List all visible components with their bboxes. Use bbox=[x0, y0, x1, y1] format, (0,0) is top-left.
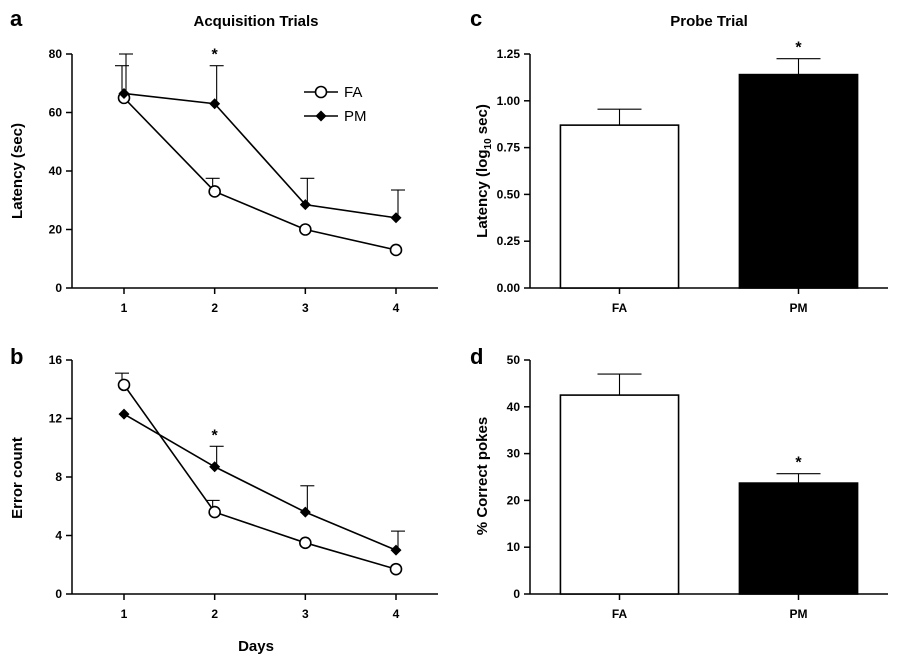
panel-b-series-line-pm bbox=[123, 413, 397, 551]
panel-a-point-fa bbox=[389, 243, 403, 257]
panel-a-title: Acquisition Trials bbox=[193, 13, 318, 30]
panel-a-series-line-pm bbox=[123, 92, 397, 219]
panel-b-point-pm bbox=[118, 408, 130, 420]
panel-a-point-fa bbox=[208, 185, 221, 198]
panel-b-significance-marker: * bbox=[212, 427, 219, 444]
panel-c-probe-latency: c Probe Trial Latency (log10 sec) 0.000.… bbox=[470, 6, 888, 315]
panel-letter-b: b bbox=[10, 344, 23, 369]
panel-c-y-tick-label: 0.50 bbox=[497, 187, 521, 201]
panel-c-plot: 0.00 0.25 0.50 0.75 1.00 1.25 FA PM * bbox=[497, 40, 888, 315]
panel-c-y-axis-label: Latency (log10 sec) bbox=[474, 104, 494, 238]
panel-d-y-tick-label: 10 bbox=[507, 540, 521, 554]
panel-c-y-axis-label-end: sec) bbox=[474, 104, 491, 138]
panel-a-latency-acquisition: a Acquisition Trials Latency (sec) 0 20 40… bbox=[9, 6, 438, 315]
panel-c-y-tick-label: 0.00 bbox=[497, 281, 521, 295]
panel-a-point-pm bbox=[118, 87, 130, 99]
panel-c-significance-marker: * bbox=[795, 40, 802, 57]
panel-a-y-axis-label: Latency (sec) bbox=[9, 123, 26, 219]
panel-d-correct-pokes: d % Correct pokes 0 10 20 30 40 50 FA PM * bbox=[470, 344, 888, 621]
panel-c-y-tick-label: 1.25 bbox=[497, 47, 521, 61]
panel-c-y-tick-label: 0.75 bbox=[497, 141, 521, 155]
panel-c-title: Probe Trial bbox=[670, 13, 748, 30]
panel-b-point-fa bbox=[389, 562, 403, 576]
panel-b-x-tick-label: 2 bbox=[211, 607, 218, 621]
panel-d-bar-fa bbox=[559, 394, 680, 595]
panel-d-y-tick-label: 20 bbox=[507, 493, 521, 507]
panel-letter-a: a bbox=[10, 6, 23, 31]
panel-d-y-tick-label: 0 bbox=[513, 587, 520, 601]
panel-a-y-tick-label: 80 bbox=[49, 47, 63, 61]
panel-d-plot: 0 10 20 30 40 50 FA PM * bbox=[507, 353, 888, 621]
panel-b-y-tick-label: 4 bbox=[55, 529, 62, 543]
panel-d-y-tick-label: 40 bbox=[507, 400, 521, 414]
panel-a-y-tick-label: 0 bbox=[55, 281, 62, 295]
panel-c-y-tick-label: 0.25 bbox=[497, 234, 521, 248]
panel-c-x-tick-label: PM bbox=[790, 301, 808, 315]
panel-c-bar-fa bbox=[559, 124, 680, 289]
panel-a-point-fa bbox=[299, 223, 312, 236]
panel-a-point-pm bbox=[299, 199, 311, 211]
panel-a-plot: 0 20 40 60 80 1 2 3 4 * FA PM bbox=[49, 47, 438, 315]
panel-a-y-tick-label: 20 bbox=[49, 223, 63, 237]
panel-c-y-tick-label: 1.00 bbox=[497, 94, 521, 108]
panel-d-y-tick-label: 30 bbox=[507, 447, 521, 461]
panel-a-y-tick-label: 40 bbox=[49, 164, 63, 178]
panel-a-series-line-fa bbox=[123, 97, 397, 251]
legend-marker-pm bbox=[315, 110, 327, 122]
panel-a-x-tick-label: 1 bbox=[121, 301, 128, 315]
panel-d-x-tick-label: FA bbox=[612, 607, 628, 621]
panel-b-y-axis-label: Error count bbox=[9, 437, 26, 519]
panel-b-point-fa bbox=[299, 536, 312, 550]
panel-a-point-pm bbox=[209, 98, 221, 110]
panel-d-y-tick-label: 50 bbox=[507, 353, 521, 367]
panel-letter-c: c bbox=[470, 6, 482, 31]
panel-a-x-tick-label: 4 bbox=[393, 301, 400, 315]
panel-b-point-pm bbox=[299, 506, 311, 518]
panel-b-y-tick-label: 12 bbox=[49, 412, 63, 426]
panel-a-x-tick-label: 2 bbox=[211, 301, 218, 315]
panel-a-y-tick-label: 60 bbox=[49, 106, 63, 120]
panel-b-point-pm bbox=[209, 461, 221, 473]
panel-b-series-line-fa bbox=[123, 384, 397, 570]
panel-b-x-tick-label: 3 bbox=[302, 607, 309, 621]
panel-c-x-tick-label: FA bbox=[612, 301, 628, 315]
panel-c-y-axis-label-main: Latency (log bbox=[474, 149, 491, 237]
panel-d-y-axis-label: % Correct pokes bbox=[474, 417, 491, 535]
panel-a-significance-marker: * bbox=[212, 47, 219, 64]
panel-b-y-tick-label: 8 bbox=[55, 470, 62, 484]
panel-b-point-fa bbox=[208, 505, 221, 519]
panel-b-point-fa bbox=[117, 378, 131, 392]
panel-c-bar-pm bbox=[738, 73, 859, 289]
panel-d-bar-pm bbox=[738, 482, 859, 595]
panel-c-y-axis-label-subscript: 10 bbox=[483, 138, 494, 150]
panel-b-x-tick-label: 1 bbox=[121, 607, 128, 621]
panel-b-x-axis-label: Days bbox=[238, 638, 274, 655]
panel-letter-d: d bbox=[470, 344, 483, 369]
panel-b-point-pm bbox=[390, 544, 402, 556]
panel-d-significance-marker: * bbox=[795, 455, 802, 472]
panel-a-point-pm bbox=[390, 212, 402, 224]
panel-b-y-tick-label: 16 bbox=[49, 353, 63, 367]
panel-b-y-tick-label: 0 bbox=[55, 587, 62, 601]
legend-label-fa: FA bbox=[344, 84, 362, 101]
legend-label-pm: PM bbox=[344, 108, 367, 125]
panel-d-x-tick-label: PM bbox=[790, 607, 808, 621]
panel-b-x-tick-label: 4 bbox=[393, 607, 400, 621]
panel-a-x-tick-label: 3 bbox=[302, 301, 309, 315]
legend-marker-fa bbox=[314, 85, 328, 99]
